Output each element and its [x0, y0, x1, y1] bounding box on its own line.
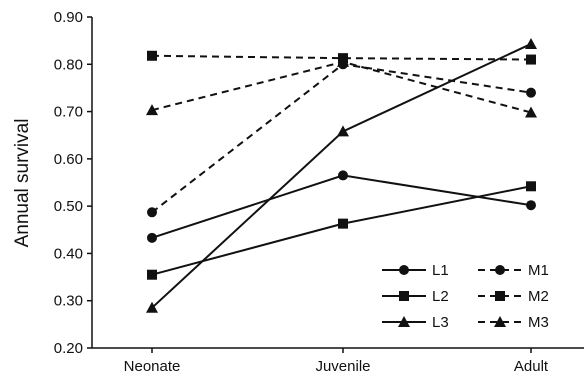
x-tick-label: Adult	[514, 358, 549, 375]
y-tick-label: 0.90	[54, 9, 83, 26]
legend-label-m2: M2	[528, 288, 549, 305]
axes: 0.20 0.30 0.40 0.50 0.60 0.70 0.80 0.90 Neonate J…	[54, 9, 584, 375]
series-m3	[146, 55, 537, 118]
legend-item-l3: L3	[382, 314, 449, 331]
series-l3	[146, 37, 537, 313]
legend-item-l2: L2	[382, 288, 449, 305]
x-tick-label: Juvenile	[315, 358, 370, 375]
y-tick-label: 0.60	[54, 151, 83, 168]
y-tick-label: 0.30	[54, 293, 83, 310]
legend-marker-m2	[495, 291, 505, 301]
data-point-l2	[147, 269, 157, 280]
data-point-m1	[526, 87, 536, 98]
y-tick-label: 0.20	[54, 340, 83, 357]
data-point-m2	[526, 54, 536, 65]
data-point-l1	[338, 170, 348, 181]
legend-item-m1: M1	[478, 262, 549, 279]
data-point-m3	[525, 106, 537, 118]
data-point-l3	[337, 125, 349, 137]
series-line-m1	[151, 63, 532, 214]
data-point-l3	[146, 301, 158, 313]
legend-marker-m3	[494, 316, 506, 327]
legend-label-l2: L2	[432, 288, 449, 305]
data-point-l1	[147, 232, 157, 243]
legend-item-m2: M2	[478, 288, 549, 305]
series-l1	[147, 170, 536, 243]
legend-label-m1: M1	[528, 262, 549, 279]
y-tick-label: 0.40	[54, 245, 83, 262]
legend: L1 L2 L3 M1 M2 M3	[382, 262, 549, 331]
data-point-m2	[147, 50, 157, 61]
legend-marker-m1	[495, 265, 505, 275]
legend-marker-l1	[399, 265, 409, 275]
data-point-l2	[338, 218, 348, 229]
y-axis-label: Annual survival	[12, 119, 33, 248]
legend-label-l3: L3	[432, 314, 449, 331]
legend-item-m3: M3	[478, 314, 549, 331]
data-point-m1	[147, 207, 157, 218]
data-point-m3	[337, 55, 349, 67]
data-point-l1	[526, 200, 536, 211]
legend-label-m3: M3	[528, 314, 549, 331]
series-line-m2	[151, 54, 532, 61]
y-tick-label: 0.80	[54, 56, 83, 73]
data-point-l2	[526, 181, 536, 192]
legend-item-l1: L1	[382, 262, 449, 279]
legend-label-l1: L1	[432, 262, 449, 279]
y-tick-label: 0.70	[54, 104, 83, 121]
data-point-m3	[146, 104, 158, 116]
data-point-l3	[525, 37, 537, 49]
series-m1	[147, 59, 536, 218]
x-tick-label: Neonate	[124, 358, 181, 375]
legend-marker-l2	[399, 291, 409, 301]
series-line-l2	[151, 185, 532, 276]
series-l2	[147, 181, 536, 280]
series-layer	[146, 37, 537, 313]
y-tick-label: 0.50	[54, 198, 83, 215]
legend-marker-l3	[398, 316, 410, 327]
